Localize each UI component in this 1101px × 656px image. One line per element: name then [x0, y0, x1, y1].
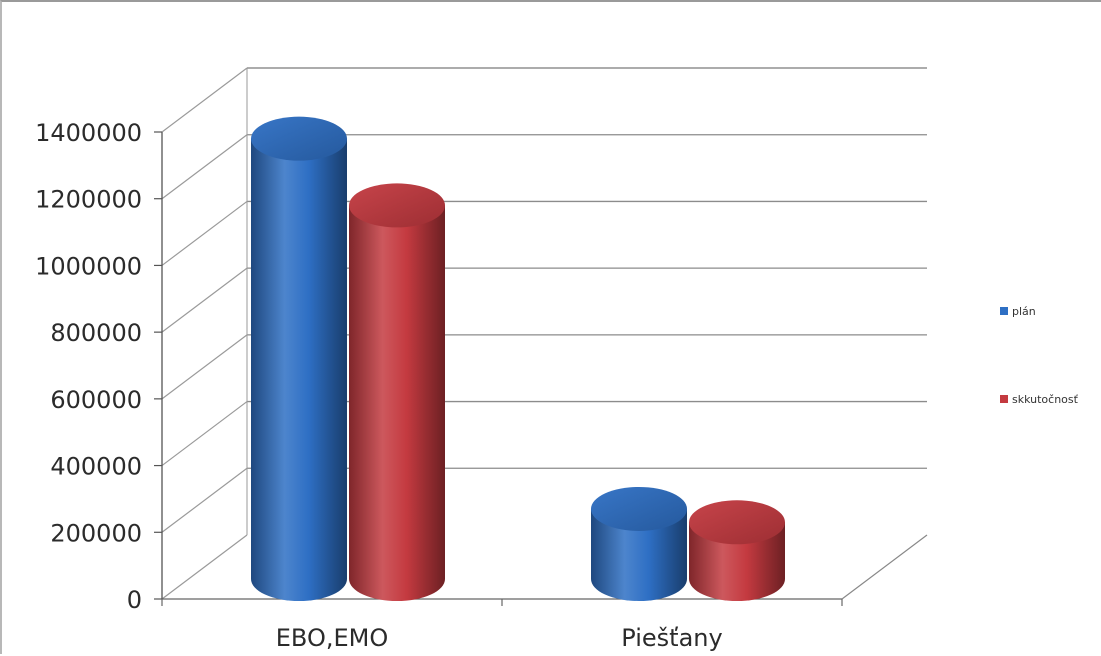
gridline-side — [161, 267, 248, 333]
bar-top — [251, 116, 347, 161]
legend-label: plán — [1012, 305, 1036, 318]
legend: plán skkutočnosť — [1000, 305, 1079, 406]
x-category-label: EBO,EMO — [276, 624, 389, 652]
bar-plan-piestany — [591, 508, 687, 601]
y-tick-label: 800000 — [50, 319, 142, 347]
floor-edge — [841, 534, 928, 600]
gridline-side — [161, 534, 248, 600]
y-tick-label: 1000000 — [35, 252, 142, 280]
gridline-side — [161, 334, 248, 400]
gridline-side — [161, 67, 248, 133]
bar-top — [349, 183, 445, 228]
x-category-label: Piešťany — [621, 624, 722, 652]
legend-label: skkutočnosť — [1012, 393, 1079, 406]
bars — [251, 116, 785, 601]
y-tick-label: 1400000 — [35, 119, 142, 147]
y-tick-label: 0 — [127, 586, 142, 614]
bar-actual-piestany — [689, 522, 785, 601]
y-tick-label: 400000 — [50, 453, 142, 481]
bar-top — [591, 486, 687, 531]
legend-swatch — [1000, 307, 1008, 315]
bar-plan-ebo-emo — [251, 138, 347, 601]
y-tick-label: 200000 — [50, 519, 142, 547]
bar-actual-ebo-emo — [349, 205, 445, 601]
gridline-side — [161, 134, 248, 200]
gridline-side — [161, 467, 248, 533]
gridline-side — [161, 200, 248, 266]
y-tick-label: 1200000 — [35, 186, 142, 214]
bar-top — [689, 500, 785, 545]
labels: 0 200000 400000 600000 800000 1000000 1200000 1… — [35, 119, 723, 652]
legend-swatch — [1000, 395, 1008, 403]
gridline-side — [161, 401, 248, 467]
y-tick-label: 600000 — [50, 386, 142, 414]
